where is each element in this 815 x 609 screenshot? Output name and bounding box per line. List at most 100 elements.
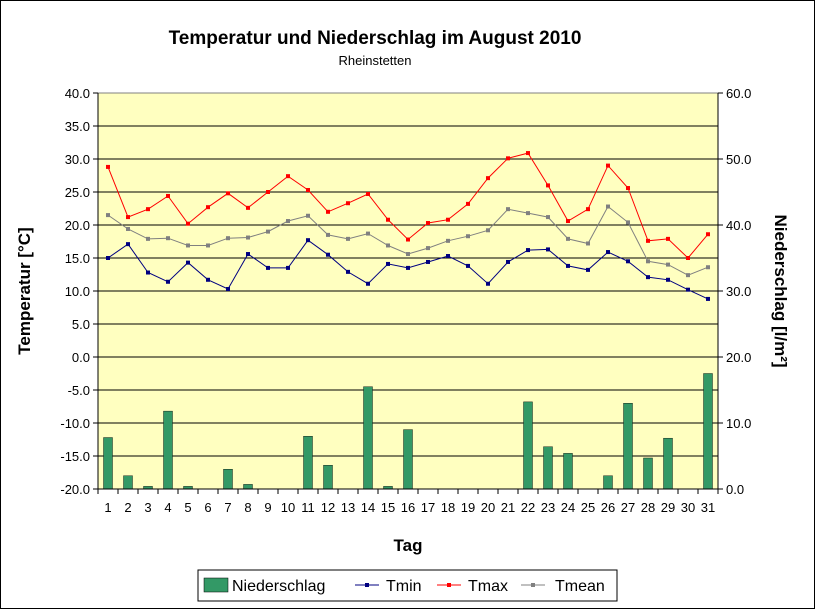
x-tick-label: 2 [124, 500, 131, 515]
point-tmin [146, 270, 150, 275]
point-tmean [446, 238, 450, 243]
y-tick-label: -10.0 [60, 416, 90, 431]
x-tick-label: 8 [244, 500, 251, 515]
point-tmean [146, 236, 150, 241]
point-tmax [246, 205, 250, 210]
point-tmax [606, 163, 610, 168]
y-tick-label: 25.0 [65, 185, 90, 200]
x-tick-label: 20 [481, 500, 495, 515]
point-tmean [246, 235, 250, 240]
precip-bar [623, 403, 633, 490]
y-tick-label: 10.0 [65, 284, 90, 299]
x-tick-label: 26 [601, 500, 615, 515]
x-tick-label: 3 [144, 500, 151, 515]
point-tmin [326, 252, 330, 257]
point-tmin [266, 265, 270, 270]
point-tmean [626, 220, 630, 225]
point-tmean [186, 243, 190, 248]
y-tick-label: 20.0 [65, 218, 90, 233]
point-tmin [666, 277, 670, 282]
point-tmean [386, 243, 390, 248]
x-tick-label: 9 [264, 500, 271, 515]
point-tmean [126, 226, 130, 231]
point-tmax [326, 209, 330, 214]
point-tmin [426, 259, 430, 264]
y-axis-label: Temperatur [°C] [15, 227, 34, 354]
precip-bar [323, 465, 333, 490]
point-tmax [426, 221, 430, 226]
point-tmin [486, 281, 490, 286]
grid-lines [98, 125, 718, 457]
point-tmean [346, 236, 350, 241]
point-tmax [306, 188, 310, 193]
point-tmean [406, 252, 410, 257]
point-tmean [206, 243, 210, 248]
precip-bar [403, 429, 413, 490]
point-tmax [266, 190, 270, 194]
point-tmax [526, 151, 530, 156]
point-tmax [286, 174, 290, 179]
point-tmin [586, 267, 590, 272]
point-tmin [606, 250, 610, 255]
point-tmean [646, 259, 650, 264]
x-tick-label: 19 [461, 500, 475, 515]
point-tmax [586, 207, 590, 212]
point-tmax [126, 215, 130, 220]
precip-bar [703, 373, 713, 490]
point-tmax [386, 217, 390, 222]
point-tmax [186, 221, 190, 226]
point-tmax [446, 217, 450, 222]
x-tick-label: 1 [104, 500, 111, 515]
point-tmean [226, 236, 230, 241]
point-tmax [166, 193, 170, 198]
point-tmax [626, 186, 630, 191]
point-tmin [546, 247, 550, 252]
point-tmean [586, 241, 590, 246]
point-tmean [566, 236, 570, 241]
precip-bar [303, 436, 313, 490]
chart-subtitle: Rheinstetten [339, 53, 412, 68]
point-tmin [406, 265, 410, 270]
point-tmean [526, 211, 530, 216]
x-tick-label: 21 [501, 500, 515, 515]
y-tick-label: -15.0 [60, 449, 90, 464]
point-tmean [366, 231, 370, 236]
point-tmin [186, 260, 190, 265]
point-tmean [426, 246, 430, 251]
x-tick-label: 16 [401, 500, 415, 515]
right-axis-ticks: 60.0 50.0 40.0 30.0 20.0 10.0 0.0 [718, 86, 751, 497]
point-tmax [206, 205, 210, 210]
legend-marker-tmin [365, 583, 369, 587]
point-tmin [346, 269, 350, 274]
precip-bar [523, 401, 533, 490]
legend-label-tmean: Tmean [555, 578, 605, 595]
x-tick-label: 7 [224, 500, 231, 515]
x-tick-label: 24 [561, 500, 575, 515]
point-tmin [366, 281, 370, 286]
x-tick-label: 25 [581, 500, 595, 515]
point-tmin [526, 248, 530, 253]
point-tmean [506, 207, 510, 212]
x-tick-label: 22 [521, 500, 535, 515]
point-tmax [546, 183, 550, 188]
point-tmean [486, 228, 490, 233]
x-tick-label: 4 [164, 500, 171, 515]
point-tmax [406, 237, 410, 242]
point-tmax [366, 191, 370, 196]
point-tmax [486, 176, 490, 181]
precip-bar [663, 437, 673, 490]
x-tick-label: 27 [621, 500, 635, 515]
point-tmin [166, 279, 170, 284]
point-tmean [326, 232, 330, 237]
point-tmean [466, 234, 470, 239]
point-tmean [686, 273, 690, 278]
point-tmean [666, 262, 670, 267]
x-tick-label: 13 [341, 500, 355, 515]
y-tick-label: 40.0 [65, 86, 90, 101]
point-tmin [106, 256, 110, 260]
x-tick-label: 5 [184, 500, 191, 515]
y-tick-label: 35.0 [65, 119, 90, 134]
chart-title: Temperatur und Niederschlag im August 20… [169, 28, 582, 49]
point-tmin [246, 252, 250, 257]
